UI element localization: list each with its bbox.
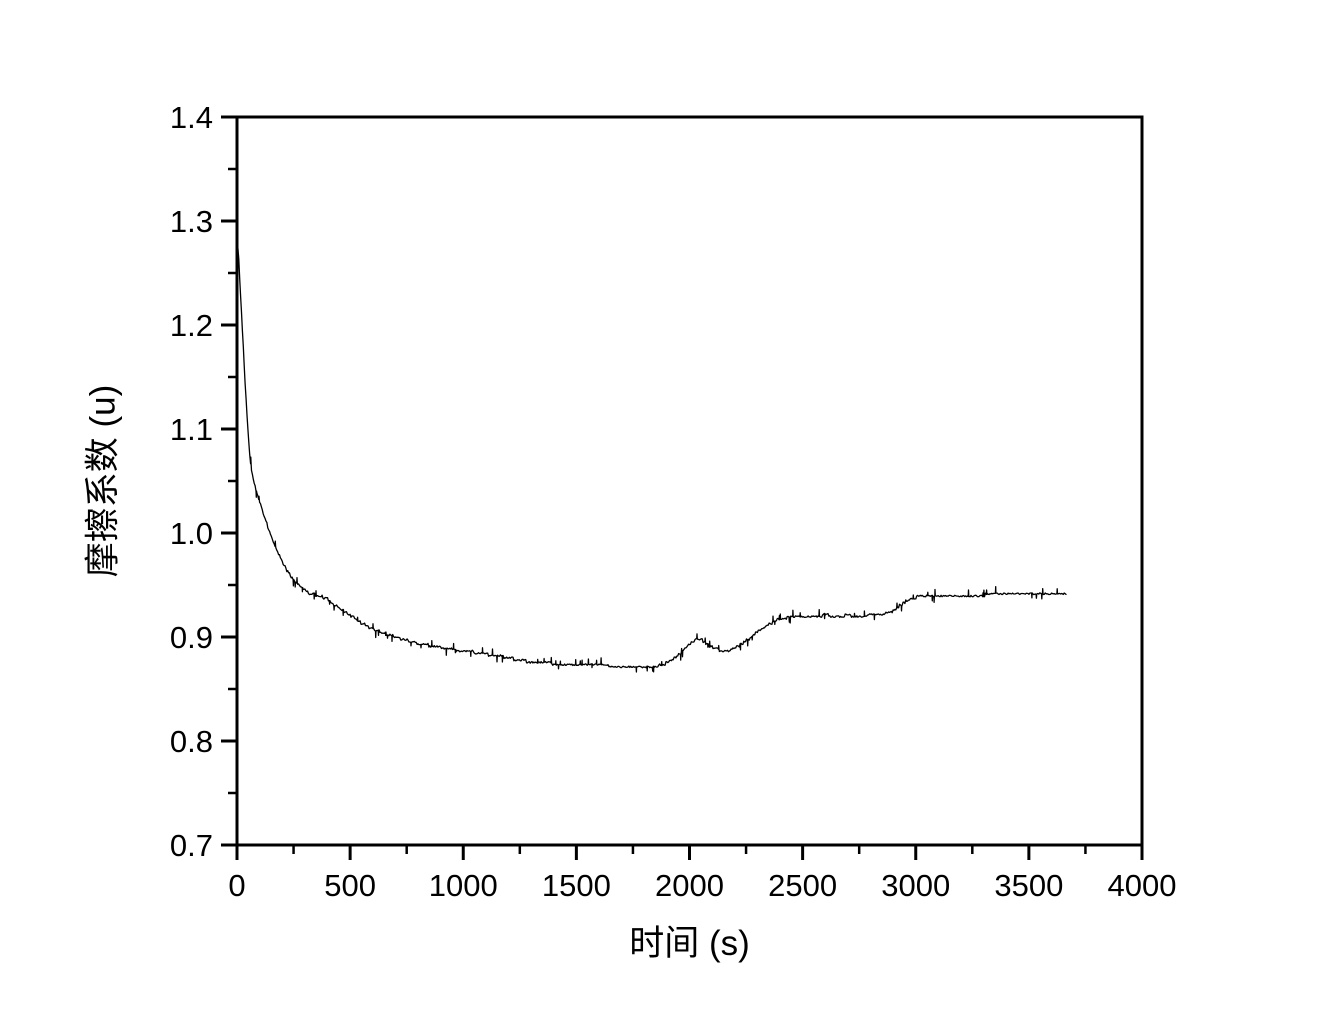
x-tick-label: 3500 xyxy=(994,868,1063,903)
y-tick-label: 0.9 xyxy=(170,620,213,655)
friction-curve xyxy=(236,236,1067,673)
x-tick-label: 2000 xyxy=(655,868,724,903)
x-tick-label: 1500 xyxy=(542,868,611,903)
y-axis-title: 摩擦系数 (u) xyxy=(83,384,123,578)
y-tick-label: 1.1 xyxy=(170,412,213,447)
y-tick-label: 1.3 xyxy=(170,204,213,239)
x-tick-label: 1000 xyxy=(429,868,498,903)
y-tick-label: 1.4 xyxy=(170,100,213,135)
plot-frame xyxy=(235,115,1144,847)
y-tick-label: 0.8 xyxy=(170,724,213,759)
x-tick-label: 4000 xyxy=(1108,868,1177,903)
y-tick-label: 1.2 xyxy=(170,308,213,343)
y-tick-label: 1.0 xyxy=(170,516,213,551)
x-tick-label: 3000 xyxy=(881,868,950,903)
x-axis-title: 时间 (s) xyxy=(629,924,750,963)
x-tick-label: 500 xyxy=(324,868,376,903)
x-tick-label: 2500 xyxy=(768,868,837,903)
x-tick-label: 0 xyxy=(228,868,245,903)
y-tick-label: 0.7 xyxy=(170,828,213,863)
